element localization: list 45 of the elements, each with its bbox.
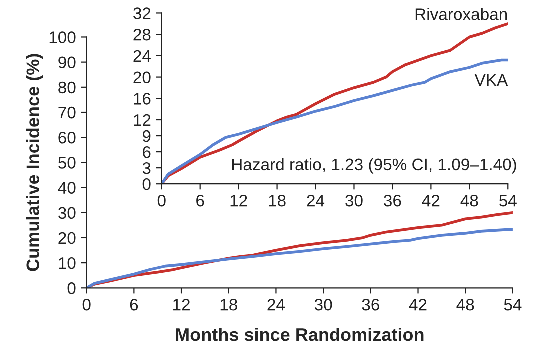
y-tick-label: 80	[58, 82, 76, 94]
series-label: VKA	[474, 74, 508, 86]
x-tick-label: 36	[362, 299, 380, 311]
y-tick-label: 9	[142, 130, 151, 142]
y-axis-title: Cumulative Incidence (%)	[26, 54, 44, 272]
y-tick-label: 10	[59, 257, 76, 270]
y-tick-label: 20	[134, 72, 151, 84]
y-tick-label: 50	[58, 157, 76, 169]
y-tick-label: 24	[134, 50, 151, 62]
x-tick-label: 54	[500, 195, 517, 207]
x-tick-label: 0	[82, 299, 91, 311]
x-tick-label: 18	[220, 299, 238, 311]
y-tick-label: 40	[58, 182, 76, 194]
y-tick-label: 30	[58, 207, 76, 220]
y-tick-label: 6	[143, 146, 151, 158]
y-tick-label: 16	[134, 93, 151, 105]
y-tick-label: 28	[134, 28, 151, 41]
y-tick-label: 12	[134, 114, 151, 126]
x-tick-label: 12	[174, 299, 190, 311]
y-tick-label: 20	[58, 232, 76, 244]
x-tick-label: 48	[460, 194, 478, 207]
y-tick-label: 0	[142, 178, 151, 190]
x-tick-label: 30	[346, 194, 363, 207]
x-tick-label: 18	[269, 194, 286, 207]
x-tick-label: 54	[504, 299, 522, 311]
annotation: Hazard ratio, 1.23 (95% CI, 1.09–1.40)	[232, 158, 516, 174]
x-tick-label: 24	[307, 194, 325, 207]
y-tick-label: 3	[142, 162, 151, 174]
y-tick-label: 32	[134, 8, 151, 20]
x-axis-title: Months since Randomization	[176, 328, 424, 342]
x-tick-label: 12	[230, 194, 248, 207]
series-label: Rivaroxaban	[416, 8, 508, 20]
x-tick-label: 30	[314, 299, 332, 311]
x-tick-label: 48	[456, 299, 474, 311]
y-tick-label: 100	[50, 32, 76, 44]
x-tick-label: 6	[196, 194, 204, 207]
x-tick-label: 36	[384, 194, 402, 207]
x-tick-label: 0	[158, 194, 166, 207]
y-tick-label: 60	[58, 132, 76, 144]
x-tick-label: 42	[422, 194, 440, 207]
y-tick-label: 0	[68, 282, 76, 294]
y-tick-label: 90	[58, 56, 76, 69]
x-tick-label: 24	[268, 299, 285, 311]
x-tick-label: 42	[409, 299, 427, 311]
y-tick-label: 70	[58, 106, 76, 119]
